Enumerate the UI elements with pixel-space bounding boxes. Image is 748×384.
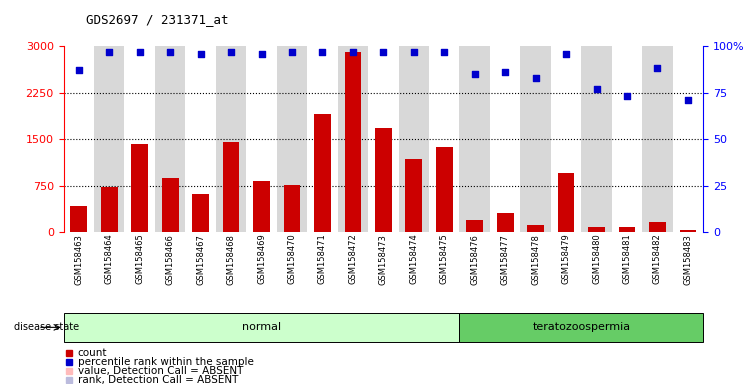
Point	[590, 86, 602, 92]
Point	[377, 49, 389, 55]
Point	[530, 74, 542, 81]
Point	[499, 69, 511, 75]
Bar	[101, 187, 117, 232]
Text: normal: normal	[242, 322, 281, 333]
Bar	[253, 181, 270, 232]
Point	[652, 65, 663, 71]
Point	[286, 49, 298, 55]
Bar	[679, 230, 696, 232]
Bar	[124, 46, 155, 232]
Bar	[672, 46, 703, 232]
Bar	[132, 144, 148, 232]
Bar	[283, 185, 301, 232]
Point	[256, 50, 268, 56]
Bar	[223, 142, 239, 232]
Bar	[429, 46, 459, 232]
Text: percentile rank within the sample: percentile rank within the sample	[78, 357, 254, 367]
Point	[316, 49, 328, 55]
Point	[194, 50, 206, 56]
Bar	[619, 227, 635, 232]
Point	[682, 97, 694, 103]
Bar	[649, 222, 666, 232]
Bar	[64, 313, 459, 342]
Bar	[162, 178, 179, 232]
Bar	[70, 205, 88, 232]
Bar	[405, 159, 422, 232]
Point	[438, 49, 450, 55]
Bar	[558, 173, 574, 232]
Bar	[307, 46, 337, 232]
Bar	[466, 220, 483, 232]
Bar	[375, 128, 392, 232]
Bar	[551, 46, 581, 232]
Bar	[186, 46, 216, 232]
Text: teratozoospermia: teratozoospermia	[533, 322, 631, 333]
Text: value, Detection Call = ABSENT: value, Detection Call = ABSENT	[78, 366, 243, 376]
Bar	[497, 213, 514, 232]
Bar	[612, 46, 643, 232]
Bar	[459, 313, 703, 342]
Point	[103, 49, 115, 55]
Bar	[588, 227, 605, 232]
Bar	[345, 52, 361, 232]
Bar	[527, 225, 544, 232]
Point	[347, 49, 359, 55]
Point	[408, 49, 420, 55]
Bar	[246, 46, 277, 232]
Bar	[314, 114, 331, 232]
Bar	[490, 46, 521, 232]
Bar	[368, 46, 399, 232]
Text: disease state: disease state	[13, 322, 79, 333]
Point	[621, 93, 633, 99]
Text: GDS2697 / 231371_at: GDS2697 / 231371_at	[86, 13, 229, 26]
Point	[134, 49, 146, 55]
Bar	[64, 46, 94, 232]
Bar	[436, 147, 453, 232]
Text: count: count	[78, 348, 107, 358]
Point	[164, 49, 177, 55]
Text: rank, Detection Call = ABSENT: rank, Detection Call = ABSENT	[78, 375, 238, 384]
Point	[73, 67, 85, 73]
Point	[469, 71, 481, 77]
Point	[225, 49, 237, 55]
Bar	[192, 194, 209, 232]
Point	[560, 50, 572, 56]
